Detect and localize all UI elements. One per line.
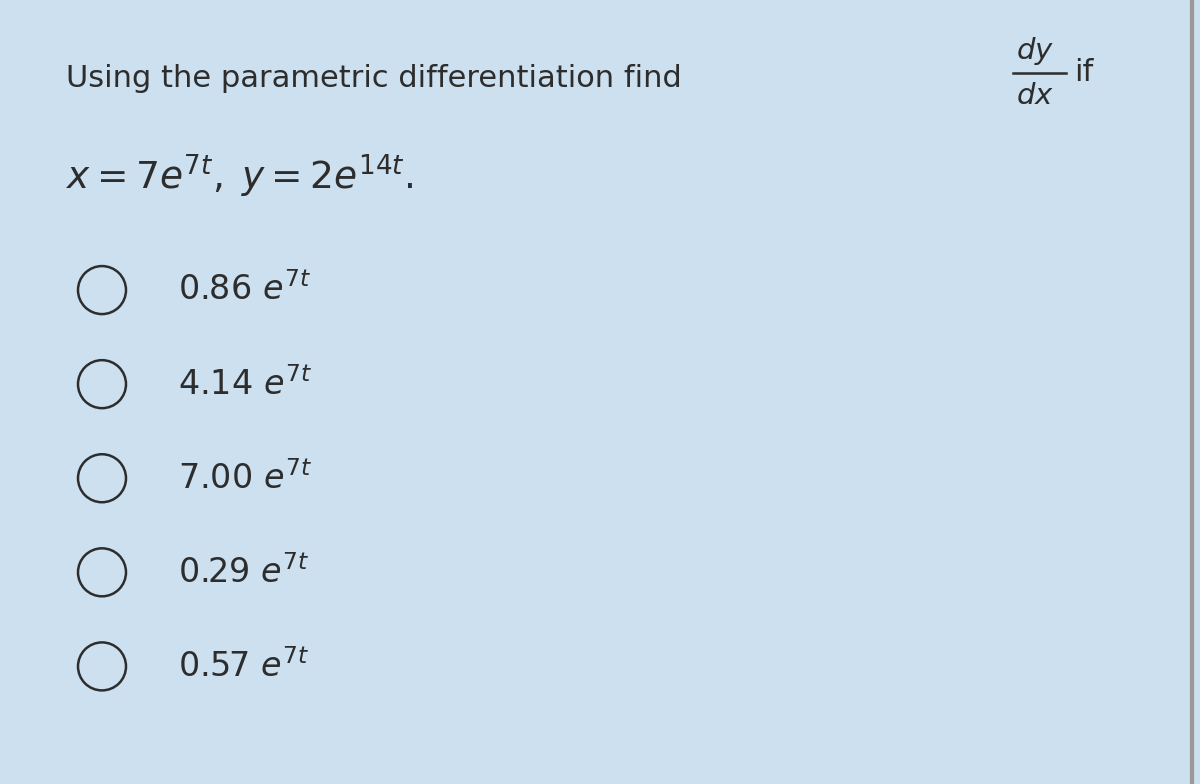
Text: $dx$: $dx$ xyxy=(1016,82,1055,110)
Text: $7.00\ e^{7t}$: $7.00\ e^{7t}$ xyxy=(178,461,312,495)
Text: $0.29\ e^{7t}$: $0.29\ e^{7t}$ xyxy=(178,555,310,590)
Text: $dy$: $dy$ xyxy=(1016,35,1055,67)
Text: if: if xyxy=(1074,59,1093,87)
Text: $x = 7e^{7t},\; y = 2e^{14t}.$: $x = 7e^{7t},\; y = 2e^{14t}.$ xyxy=(66,153,413,200)
Text: Using the parametric differentiation find: Using the parametric differentiation fin… xyxy=(66,64,682,93)
Text: $0.57\ e^{7t}$: $0.57\ e^{7t}$ xyxy=(178,649,310,684)
Text: $0.86\ e^{7t}$: $0.86\ e^{7t}$ xyxy=(178,273,311,307)
Text: $4.14\ e^{7t}$: $4.14\ e^{7t}$ xyxy=(178,367,312,401)
